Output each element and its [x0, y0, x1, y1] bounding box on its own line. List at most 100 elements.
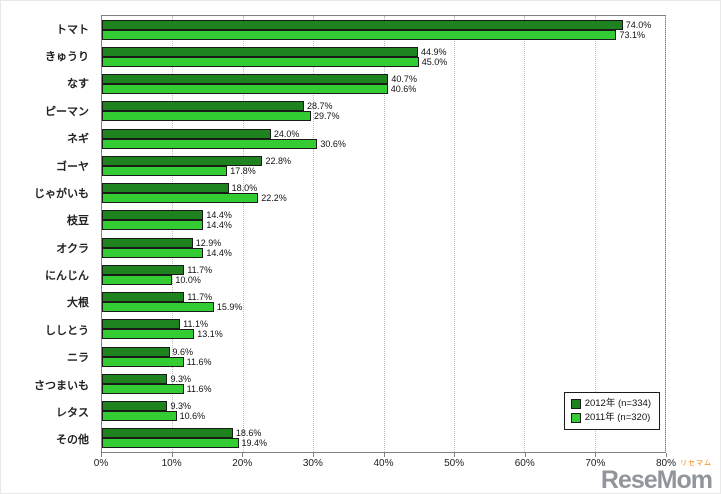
x-axis-label: 20%: [232, 458, 253, 469]
bar-2012: [102, 428, 233, 439]
category-label: その他: [56, 434, 89, 447]
x-axis-label: 50%: [444, 458, 465, 469]
bar-2011: [102, 438, 239, 449]
bar-line: 30.6%: [102, 138, 665, 149]
value-label: 11.1%: [183, 319, 208, 330]
bar-line: 17.8%: [102, 165, 665, 176]
category-label: ゴーヤ: [56, 160, 89, 173]
value-label: 45.0%: [421, 56, 448, 67]
bar-2012: [102, 319, 181, 330]
x-axis-tick: [454, 453, 456, 457]
legend: 2012年 (n=334) 2011年 (n=320): [563, 392, 660, 430]
bar-group: 22.8% 17.8%: [102, 152, 665, 179]
gridlines: [102, 16, 666, 452]
bar-2012: [102, 401, 168, 412]
category-label: ししとう: [45, 324, 89, 337]
legend-swatch-2011: [570, 413, 581, 423]
bar-line: 18.0%: [102, 183, 665, 194]
bar-line: 15.9%: [102, 302, 665, 313]
x-axis-tick: [242, 453, 244, 457]
category-label: オクラ: [56, 242, 89, 255]
value-label: 40.6%: [390, 84, 417, 95]
gridline: [594, 16, 596, 452]
bar-line: 11.7%: [102, 292, 665, 303]
value-label: 74.0%: [625, 19, 652, 30]
category-label: じゃがいも: [34, 187, 89, 200]
bar-line: 19.4%: [102, 438, 665, 449]
bar-line: 24.0%: [102, 128, 665, 139]
x-axis-tick: [595, 453, 597, 457]
bar-2011: [102, 274, 173, 285]
x-axis-tick: [383, 453, 385, 457]
category-label: レタス: [56, 406, 89, 419]
bar-line: 73.1%: [102, 29, 665, 40]
gridline: [665, 16, 666, 452]
value-label: 18.6%: [235, 428, 262, 439]
bar-2011: [102, 165, 228, 176]
value-label: 15.9%: [216, 302, 243, 313]
bar-line: 45.0%: [102, 56, 665, 67]
bar-group: 74.0% 73.1%: [102, 16, 665, 43]
value-label: 10.6%: [179, 411, 206, 422]
gridline: [242, 16, 244, 452]
value-label: 14.4%: [206, 220, 232, 231]
bar-2011: [102, 247, 204, 258]
bar-2012: [102, 292, 185, 303]
bar-group: 24.0% 30.6%: [102, 125, 665, 152]
legend-label-2012: 2012年 (n=334): [584, 398, 651, 409]
bar-group: 9.6% 11.6%: [102, 343, 665, 370]
bar-group: 40.7% 40.6%: [102, 71, 665, 98]
bar-2011: [102, 138, 318, 149]
x-axis-label: 60%: [514, 458, 535, 469]
value-label: 9.3%: [170, 401, 191, 412]
category-label: なす: [67, 78, 89, 91]
bar-line: 11.7%: [102, 264, 665, 275]
category-label: さつまいも: [34, 379, 89, 392]
bar-line: 11.6%: [102, 383, 665, 394]
category-label: にんじん: [45, 270, 89, 283]
value-label: 22.8%: [265, 155, 291, 166]
value-label: 24.0%: [273, 128, 300, 139]
value-label: 14.4%: [206, 247, 232, 258]
category-label: きゅうり: [45, 51, 89, 64]
gridline: [383, 16, 385, 452]
category-label: 大根: [67, 297, 89, 310]
category-label: ピーマン: [45, 105, 89, 118]
x-axis-tick: [524, 453, 526, 457]
value-label: 17.8%: [230, 165, 256, 176]
value-label: 22.2%: [261, 193, 287, 204]
bar-rows: 74.0% 73.1% 44.9% 45.0% 40.7% 40.6% 28.7% 29.7%…: [102, 16, 665, 452]
bar-line: 28.7%: [102, 101, 665, 112]
x-axis-tick: [101, 453, 102, 457]
x-axis-label: 70%: [585, 458, 606, 469]
bar-2012: [102, 46, 418, 57]
bar-2012: [102, 101, 304, 112]
x-axis-label: 10%: [161, 458, 182, 469]
value-label: 28.7%: [306, 101, 333, 112]
bar-line: 10.0%: [102, 274, 665, 285]
bar-line: 9.6%: [102, 346, 665, 357]
category-label: ニラ: [67, 352, 89, 365]
y-axis-labels: トマト きゅうり なす ピーマン ネギ ゴーヤ じゃがいも 枝豆 オクラ にんじん 大根 ししとう ニラ…: [1, 15, 97, 453]
bar-group: 18.0% 22.2%: [102, 180, 665, 207]
value-label: 11.7%: [187, 292, 213, 303]
category-label: 枝豆: [67, 215, 89, 228]
x-axis-label: 0%: [93, 458, 109, 469]
bar-group: 44.9% 45.0%: [102, 43, 665, 70]
bar-line: 18.6%: [102, 428, 665, 439]
value-label: 10.0%: [175, 274, 201, 285]
bar-2012: [102, 74, 389, 85]
x-axis-label: 40%: [373, 458, 394, 469]
value-label: 9.3%: [170, 373, 191, 384]
bar-line: 13.1%: [102, 329, 665, 340]
value-label: 29.7%: [314, 111, 340, 122]
bar-line: 11.6%: [102, 356, 665, 367]
bar-line: 22.8%: [102, 155, 665, 166]
bar-line: 14.4%: [102, 220, 665, 231]
bar-2012: [102, 237, 193, 248]
x-axis-tick: [171, 453, 173, 457]
bar-group: 9.3% 11.6%: [102, 370, 665, 397]
value-label: 40.7%: [391, 74, 417, 85]
legend-item-2011: 2011年 (n=320): [570, 411, 651, 425]
x-axis-label: 80%: [655, 458, 677, 469]
